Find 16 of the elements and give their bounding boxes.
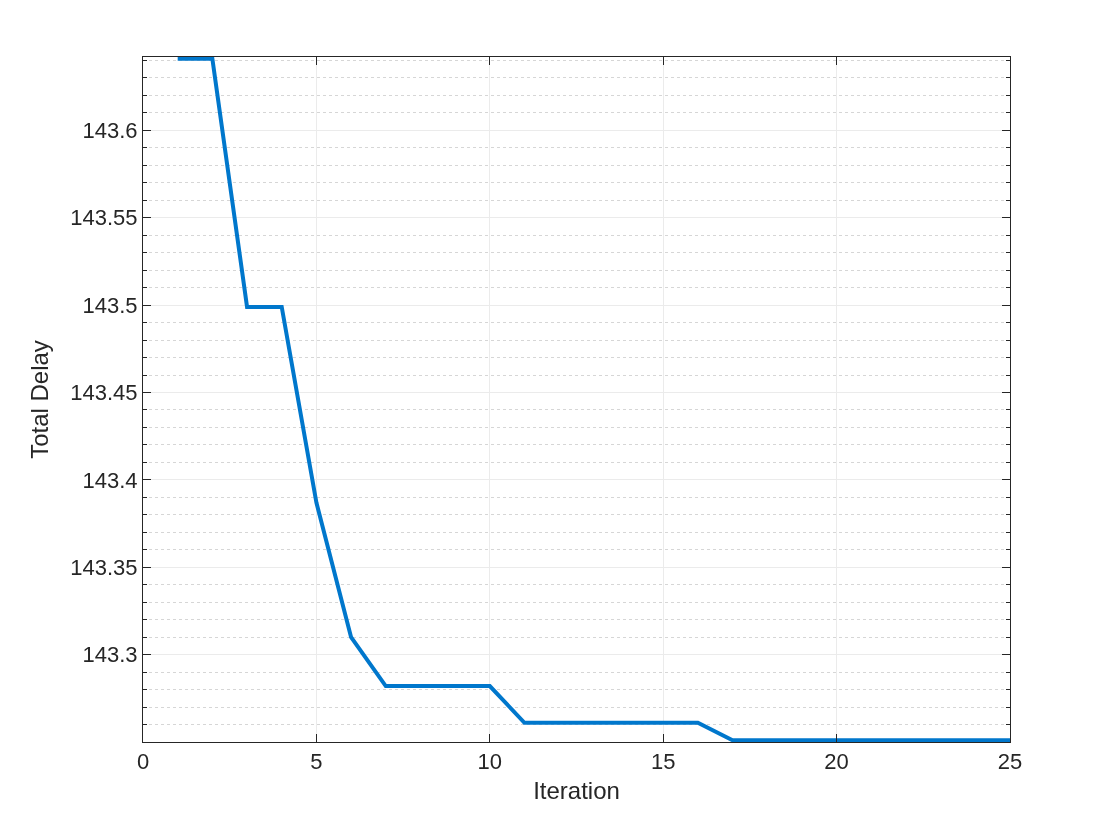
y-tick-label: 143.45 bbox=[70, 380, 138, 406]
x-tick-label: 10 bbox=[477, 749, 503, 775]
x-tick-label: 0 bbox=[136, 749, 150, 775]
y-tick-label: 143.5 bbox=[82, 292, 138, 318]
line-series bbox=[175, 57, 1010, 742]
x-tick-label: 25 bbox=[997, 749, 1023, 775]
y-tick-label: 143.55 bbox=[70, 205, 138, 231]
y-axis-title: Total Delay bbox=[26, 340, 54, 459]
y-tick-label: 143.35 bbox=[70, 554, 138, 580]
x-tick-label: 15 bbox=[650, 749, 676, 775]
y-tick-label: 143.6 bbox=[82, 118, 138, 144]
x-axis-title: Iteration bbox=[533, 776, 620, 804]
x-tick-label: 20 bbox=[824, 749, 849, 775]
y-tick-label: 143.4 bbox=[82, 467, 138, 493]
x-tick-label: 5 bbox=[310, 749, 323, 775]
y-tick-label: 143.3 bbox=[82, 642, 138, 668]
